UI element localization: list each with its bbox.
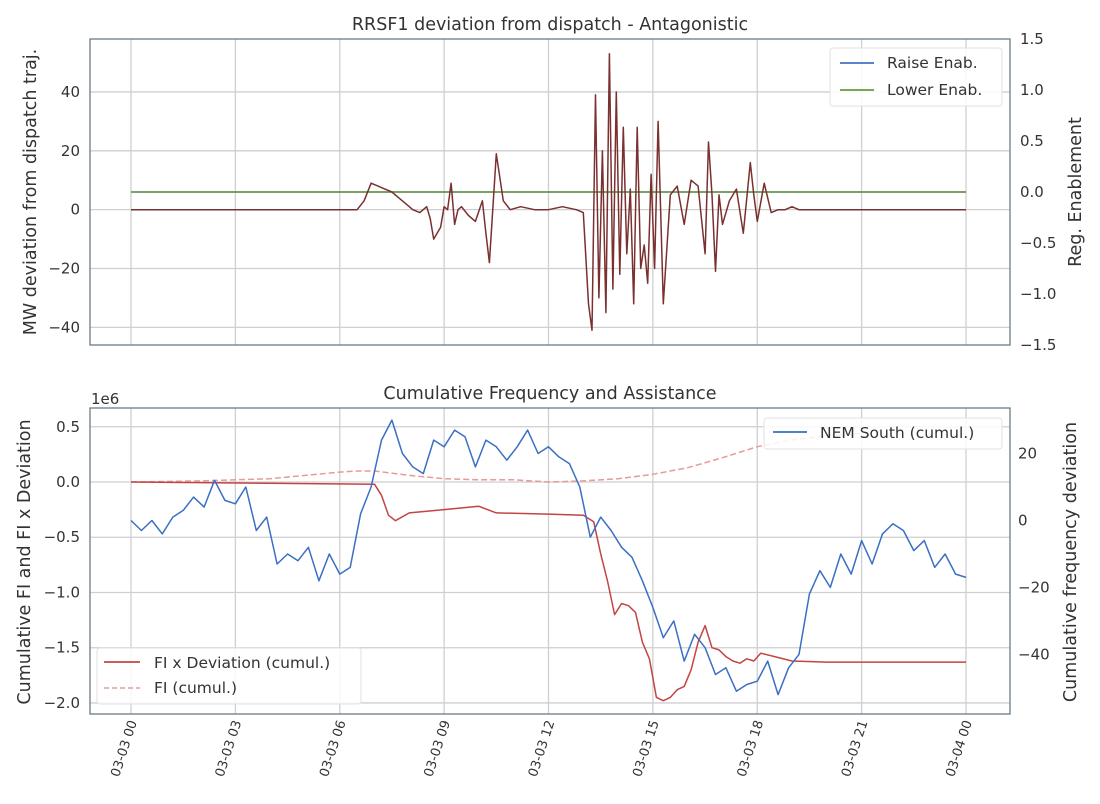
- top-y2tick-label: 1.5: [1020, 30, 1044, 48]
- bottom-xtick-label: 03-04 00: [943, 719, 975, 779]
- top-ytick-label: 40: [61, 83, 80, 101]
- bottom-y2tick-label: 0: [1018, 511, 1028, 529]
- top-y2tick-label: −1.5: [1020, 336, 1056, 354]
- bottom-xtick-label: 03-03 18: [735, 719, 767, 779]
- bottom-panel: 0.5 0.0 −0.5 −1.0 −1.5 −2.0 20 0 −20 −40 03-03 0…: [15, 384, 1081, 779]
- top-y2tick-label: −0.5: [1020, 234, 1056, 252]
- top-y2tick-label: 0.5: [1020, 132, 1044, 150]
- bottom-series: [130, 419, 967, 702]
- top-title: RRSF1 deviation from dispatch - Antagoni…: [352, 15, 748, 35]
- series-nem-south-cumul-line: [130, 419, 967, 696]
- legend-nem-south-label: NEM South (cumul.): [820, 424, 974, 442]
- top-ytick-label: −20: [48, 260, 80, 278]
- bottom-legend-left: FI x Deviation (cumul.) FI (cumul.): [96, 647, 362, 705]
- bottom-ytick-label: −1.5: [44, 639, 80, 657]
- bottom-xtick-label: 03-03 15: [630, 719, 662, 779]
- bottom-legend-left-box: [96, 647, 362, 705]
- bottom-xtick-label: 03-03 03: [213, 719, 245, 779]
- legend-fi-dev-label: FI x Deviation (cumul.): [154, 654, 330, 672]
- bottom-legend-right-box: [763, 417, 1003, 450]
- top-left-ticks: 40 20 0 −20 −40: [48, 83, 80, 336]
- legend-raise-label: Raise Enab.: [887, 54, 978, 72]
- bottom-right-ticks: 20 0 −20 −40: [1018, 445, 1050, 664]
- legend-lower-label: Lower Enab.: [887, 81, 982, 99]
- bottom-y2tick-label: 20: [1018, 445, 1037, 463]
- bottom-xtick-label: 03-03 00: [108, 719, 140, 779]
- legend-fi-label: FI (cumul.): [154, 679, 237, 697]
- bottom-title: Cumulative Frequency and Assistance: [383, 384, 716, 404]
- bottom-y2tick-label: −20: [1018, 578, 1050, 596]
- top-series: [131, 52, 966, 332]
- top-frame: [89, 38, 1011, 346]
- series-mw-deviation-line: [131, 52, 966, 332]
- bottom-xtick-label: 03-03 12: [526, 719, 558, 779]
- bottom-ytick-label: −2.0: [44, 694, 80, 712]
- bottom-ytick-label: −1.0: [44, 583, 80, 601]
- bottom-left-ticks: 0.5 0.0 −0.5 −1.0 −1.5 −2.0: [44, 418, 80, 712]
- bottom-ytick-label: −0.5: [44, 528, 80, 546]
- bottom-frame: [89, 407, 1011, 715]
- top-y2label: Reg. Enablement: [1066, 117, 1086, 267]
- top-right-ticks: 1.5 1.0 0.5 0.0 −0.5 −1.0 −1.5: [1020, 30, 1056, 354]
- bottom-offset-text: 1e6: [91, 390, 119, 408]
- bottom-ytick-label: 0.0: [56, 473, 80, 491]
- bottom-ylabel: Cumulative FI and FI x Deviation: [15, 419, 35, 704]
- series-fi-cumul-line: [130, 432, 862, 483]
- bottom-y2tick-label: −40: [1018, 645, 1050, 663]
- bottom-xtick-label: 03-03 09: [422, 719, 454, 779]
- top-ytick-label: 20: [61, 142, 80, 160]
- bottom-ytick-label: 0.5: [56, 418, 80, 436]
- top-ylabel: MW deviation from dispatch traj.: [21, 49, 41, 335]
- bottom-x-ticks: 03-03 00 03-03 03 03-03 06 03-03 09 03-03 12…: [108, 719, 975, 779]
- top-y2tick-label: 0.0: [1020, 183, 1044, 201]
- bottom-xtick-label: 03-03 06: [317, 719, 349, 779]
- top-y2tick-label: −1.0: [1020, 285, 1056, 303]
- top-ytick-label: 0: [70, 201, 80, 219]
- top-y2tick-label: 1.0: [1020, 81, 1044, 99]
- top-legend: Raise Enab. Lower Enab.: [829, 47, 1003, 107]
- bottom-xtick-label: 03-03 21: [839, 719, 871, 779]
- top-ytick-label: −40: [48, 318, 80, 336]
- top-panel: 40 20 0 −20 −40 1.5 1.0 0.5 0.0 −0.5 −1.0 −1.5 RRS…: [21, 15, 1086, 354]
- series-fi-x-deviation-cumul-line: [130, 481, 966, 702]
- bottom-y2label: Cumulative frequency deviation: [1061, 422, 1081, 702]
- bottom-legend-right: NEM South (cumul.): [763, 417, 1003, 450]
